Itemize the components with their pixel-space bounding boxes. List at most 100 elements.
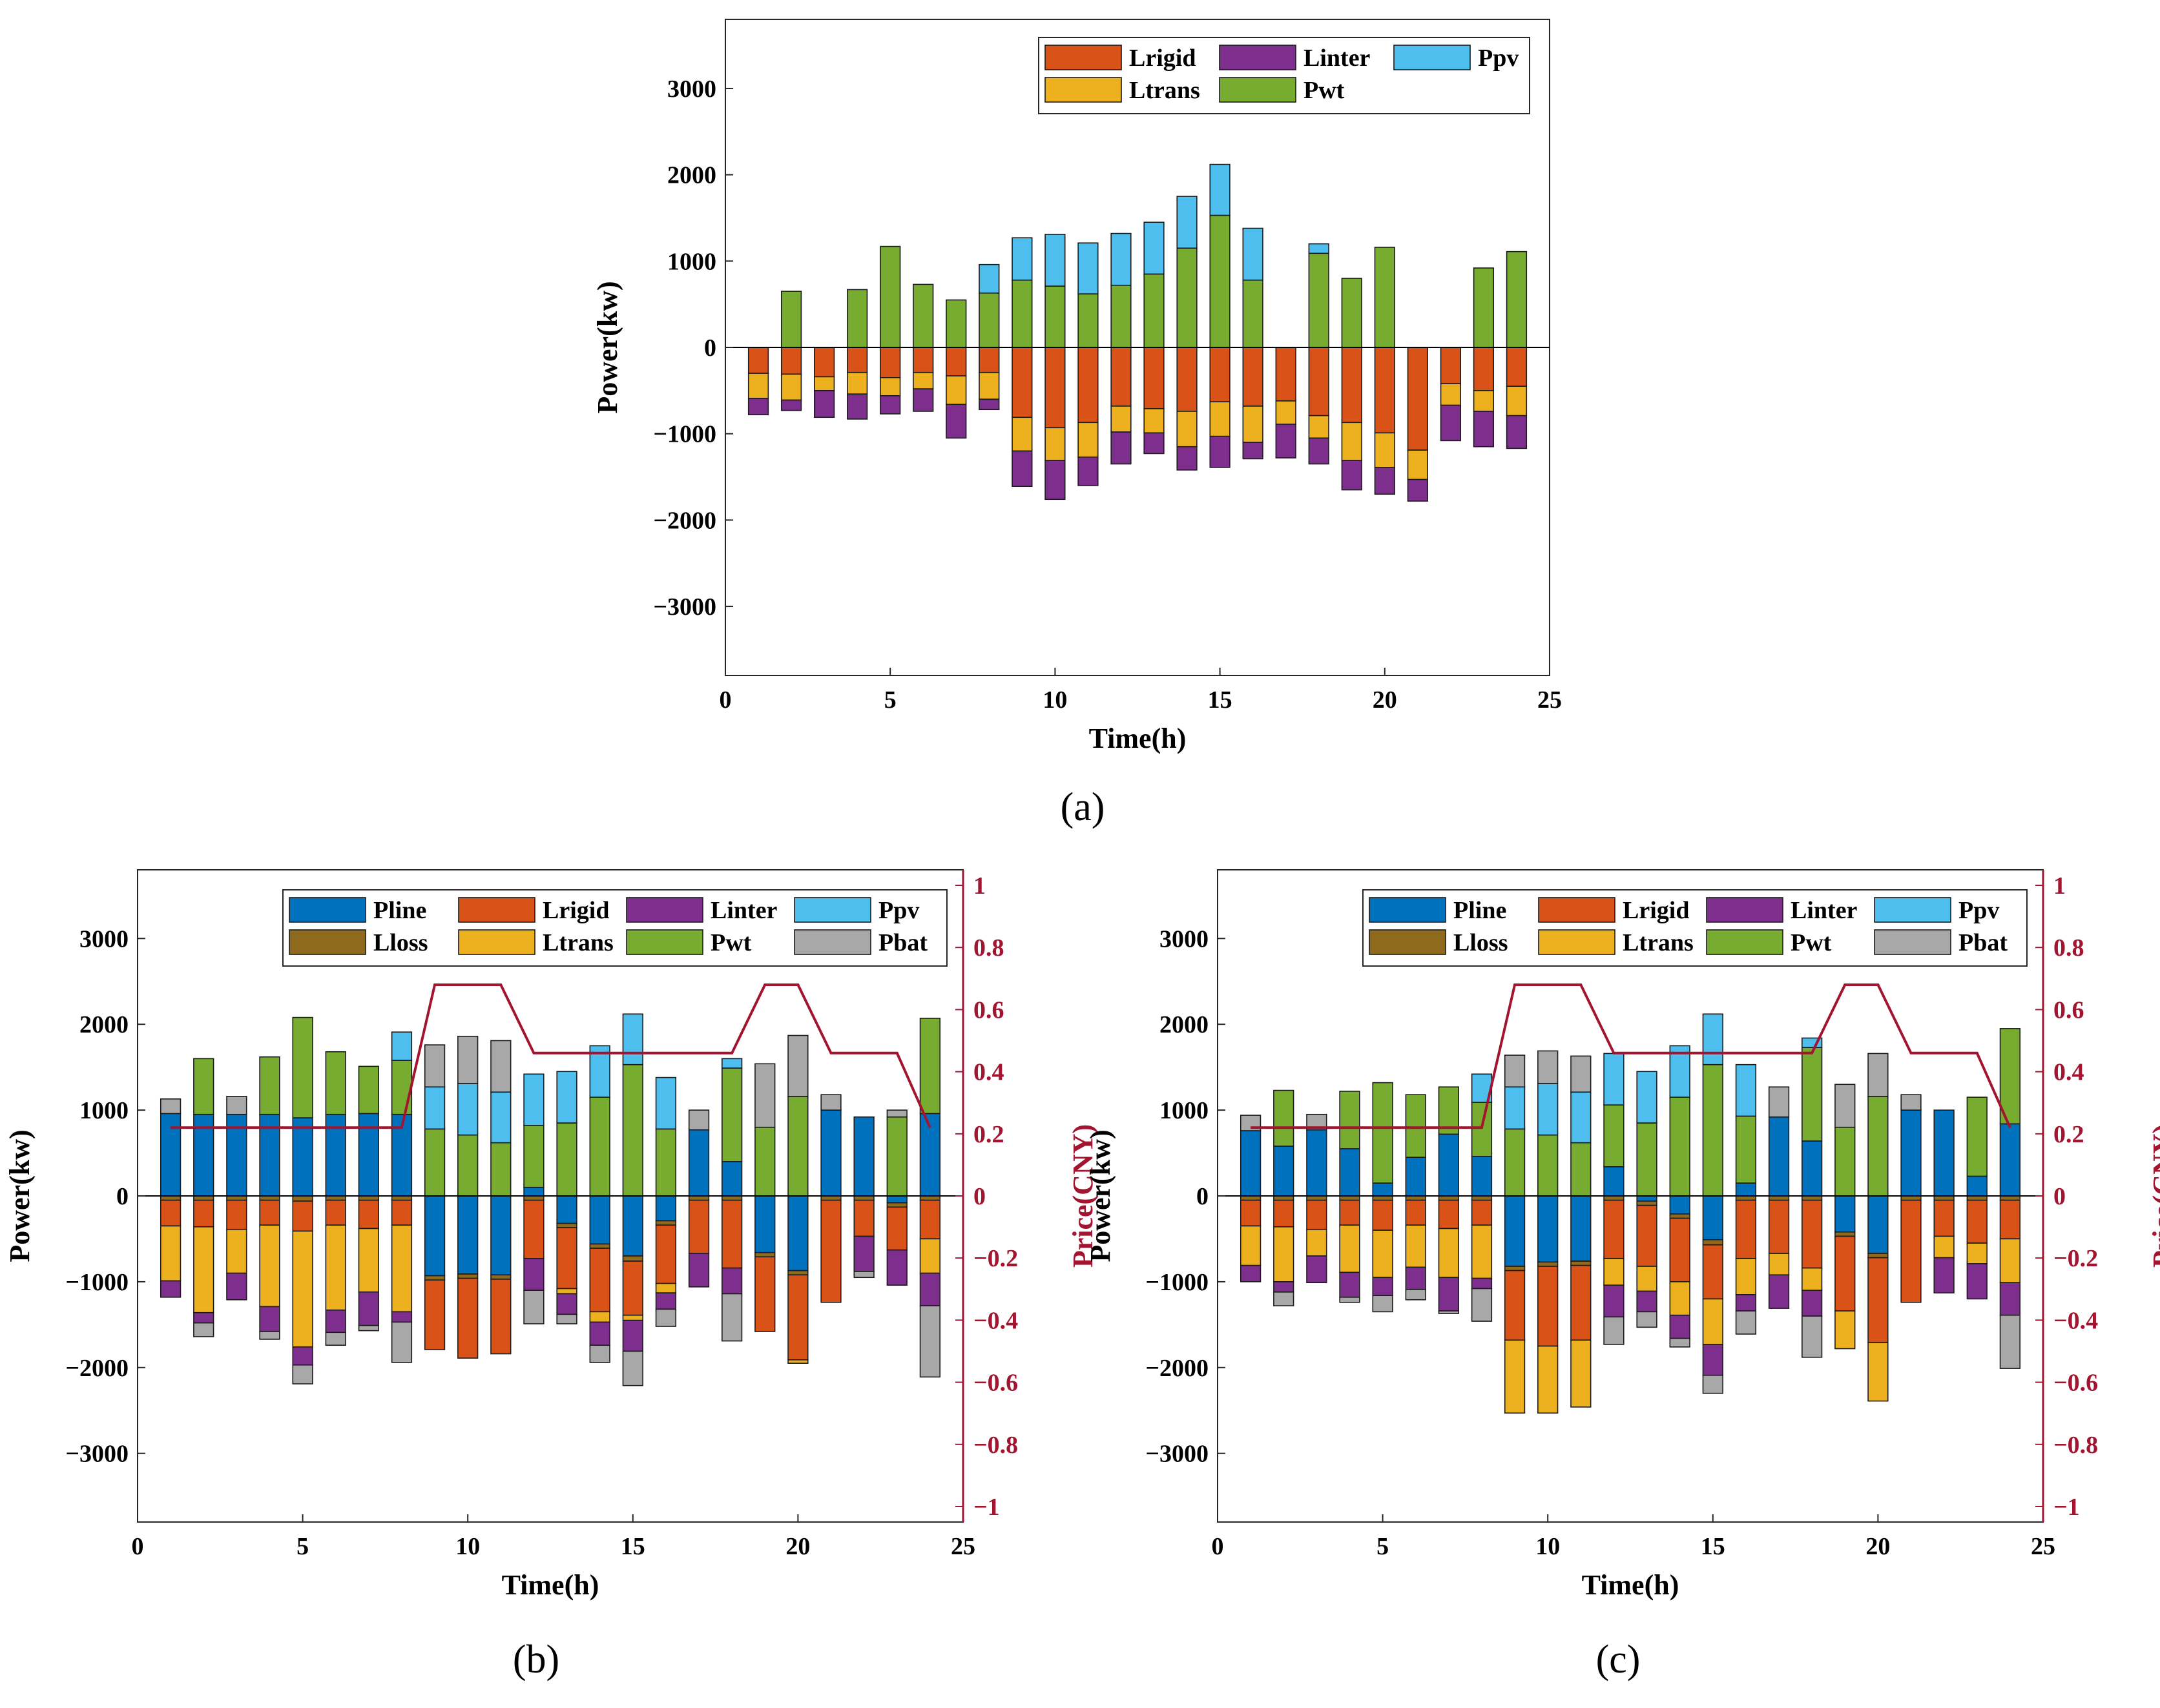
y2-tick-label: 0.4 [973, 1059, 1004, 1086]
bar-linter-h3 [1306, 1255, 1327, 1284]
bar-lrigid-h1 [747, 347, 769, 374]
legend-label-ltrans: Ltrans [1623, 929, 1694, 956]
bar-lrigid-h16 [1242, 347, 1263, 407]
x-tick-label: 5 [884, 686, 897, 714]
bar-pbat-h10 [457, 1036, 479, 1084]
bar-ltrans-h24 [1506, 386, 1528, 417]
bar-pwt-h2 [780, 291, 802, 348]
legend-swatch-pwt [1706, 929, 1783, 955]
bar-lrigid-h23 [886, 1206, 908, 1251]
bar-linter-h12 [1603, 1284, 1625, 1318]
bar-ltrans-h21 [1407, 449, 1428, 480]
bar-pline-h18 [1802, 1140, 1823, 1197]
bar-pbat-h1 [160, 1098, 182, 1115]
x-tick-label: 0 [132, 1533, 144, 1560]
bar-lloss-h13 [1636, 1200, 1657, 1206]
y2-tick-label: 0.4 [2053, 1059, 2084, 1086]
bar-lloss-h11 [490, 1274, 512, 1280]
bar-pbat-h9 [424, 1044, 446, 1088]
bar-pline-h23 [1966, 1175, 1988, 1197]
bar-pbat-h3 [1306, 1113, 1327, 1131]
bar-lrigid-h13 [556, 1227, 577, 1290]
bar-ltrans-h12 [1110, 406, 1132, 433]
bar-linter-h12 [523, 1258, 545, 1291]
bar-pline-h21 [1900, 1109, 1922, 1197]
bar-pbat-h23 [886, 1109, 908, 1118]
bar-pline-h9 [1504, 1195, 1526, 1267]
bar-linter-h15 [622, 1319, 643, 1352]
y2-tick-label: 1 [2053, 872, 2066, 900]
bar-pline-h23 [886, 1195, 908, 1204]
bar-pline-h24 [1999, 1123, 2021, 1197]
bar-linter-h14 [1176, 446, 1198, 471]
legend-swatch-pbat [794, 929, 871, 955]
bar-linter-h3 [226, 1272, 247, 1301]
legend-label-ltrans: Ltrans [543, 929, 614, 956]
y-tick-label: −2000 [65, 1355, 129, 1382]
bar-ppv-h11 [490, 1091, 512, 1144]
bar-lrigid-h12 [523, 1199, 545, 1259]
bar-pbat-h2 [1273, 1291, 1294, 1306]
bar-ltrans-h16 [1735, 1258, 1757, 1295]
bar-lrigid-h17 [1768, 1199, 1790, 1254]
bar-ppv-h13 [1636, 1071, 1657, 1124]
y2-axis-label: Price(CNY) [2147, 1124, 2160, 1268]
bar-pwt-h10 [1537, 1134, 1559, 1197]
bar-lrigid-h21 [1407, 347, 1428, 451]
bar-linter-h8 [1471, 1277, 1493, 1290]
bar-ltrans-h5 [292, 1230, 313, 1348]
legend-label-pline: Pline [373, 897, 426, 924]
legend: Pline Lrigid Linter Ppv Lloss Ltrans Pwt Pbat [282, 889, 948, 967]
bar-pwt-h18 [1308, 252, 1329, 348]
bar-ltrans-h24 [1999, 1238, 2021, 1284]
bar-linter-h24 [1506, 415, 1528, 449]
bar-ppv-h11 [1570, 1091, 1592, 1144]
legend-swatch-ltrans [1044, 77, 1122, 103]
bar-pline-h9 [424, 1195, 446, 1277]
bar-pline-h1 [160, 1113, 182, 1197]
bar-pbat-h14 [589, 1344, 610, 1363]
bar-pline-h13 [556, 1195, 577, 1224]
y2-tick-label: −1 [2053, 1494, 2080, 1521]
bar-lrigid-h15 [622, 1260, 643, 1316]
legend-swatch-linter [1706, 897, 1783, 923]
bar-lrigid-h14 [1669, 1217, 1690, 1282]
bar-linter-h15 [1209, 435, 1231, 468]
bar-lloss-h19 [1834, 1231, 1856, 1237]
bar-linter-h3 [814, 390, 835, 418]
bar-pline-h5 [1372, 1182, 1393, 1197]
bar-lrigid-h7 [358, 1199, 379, 1230]
legend-label-pwt: Pwt [711, 929, 752, 956]
bar-pwt-h14 [1669, 1096, 1690, 1197]
legend-swatch-pwt [1219, 77, 1296, 103]
bar-linter-h13 [556, 1293, 577, 1315]
y-tick-label: 1000 [667, 248, 716, 275]
y-tick-label: −1000 [653, 421, 716, 448]
y2-tick-label: 0.6 [2053, 996, 2084, 1024]
legend-label-pbat: Pbat [1958, 929, 2008, 956]
bar-pwt-h4 [847, 289, 868, 348]
bar-lloss-h15 [1702, 1239, 1723, 1246]
bar-lrigid-h2 [780, 347, 802, 375]
bar-pline-h12 [1603, 1166, 1625, 1197]
bar-lrigid-h1 [1240, 1199, 1262, 1227]
bar-pline-h10 [1537, 1195, 1559, 1263]
bar-pbat-h13 [1636, 1311, 1657, 1328]
bar-linter-h13 [1143, 432, 1165, 455]
bar-ppv-h18 [1308, 243, 1329, 254]
x-axis-label: Time(h) [1089, 723, 1187, 754]
bar-lloss-h9 [1504, 1266, 1526, 1271]
bar-pbat-h21 [1900, 1094, 1922, 1111]
bar-lloss-h9 [424, 1275, 446, 1281]
bar-ltrans-h16 [1242, 406, 1263, 443]
bar-lloss-h14 [589, 1243, 610, 1249]
bar-ltrans-h3 [226, 1229, 247, 1274]
bar-lrigid-h20 [1374, 347, 1395, 434]
bar-lrigid-h3 [1306, 1199, 1327, 1230]
legend-label-pbat: Pbat [878, 929, 928, 956]
bar-lrigid-h24 [919, 1199, 941, 1240]
bar-ltrans-h4 [1339, 1224, 1360, 1273]
bar-linter-h10 [1044, 460, 1066, 500]
bar-pline-h22 [853, 1116, 875, 1197]
bar-lrigid-h4 [1339, 1199, 1360, 1226]
